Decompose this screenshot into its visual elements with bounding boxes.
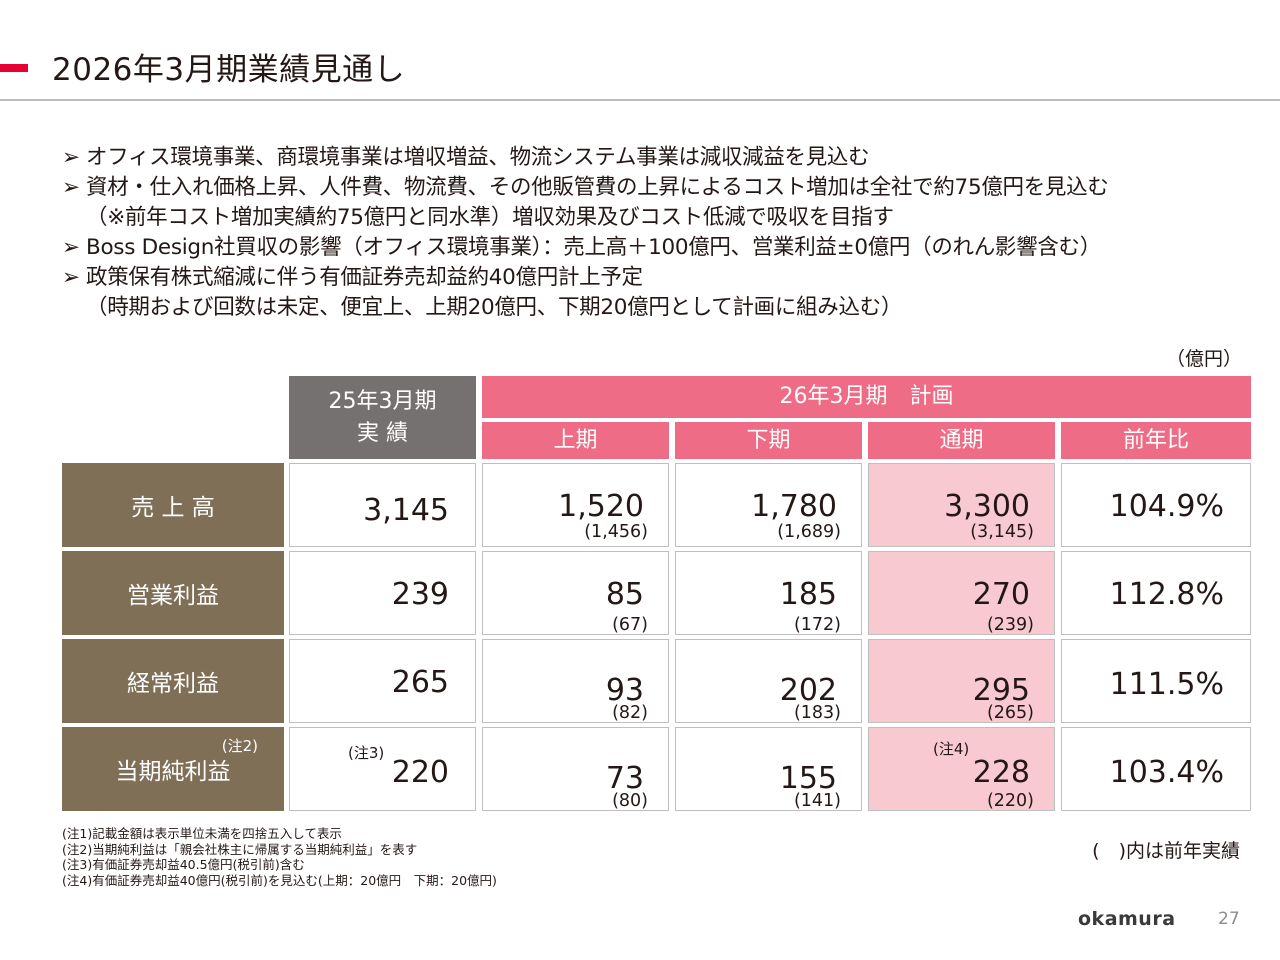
- prev-year-h1: (82): [612, 703, 648, 723]
- footnote-marker: (注3): [348, 744, 385, 762]
- cell-h2-net-income: 155 (141): [675, 727, 862, 811]
- footnote: (注3)有価証券売却益40.5億円(税引前)含む: [62, 857, 305, 872]
- value-yoy: 111.5%: [1109, 667, 1224, 702]
- page-title: 2026年3月期業績見通し: [52, 52, 406, 88]
- footnotes: (注1)記載金額は表示単位未満を四捨五入して表示 (注2)当期純利益は「親会社株…: [62, 826, 497, 888]
- cell-full-net-income: (注4) 228 (220): [868, 727, 1055, 811]
- value-h1: 73: [605, 761, 644, 796]
- header-h2: 下期: [675, 422, 862, 459]
- cell-actual-sales: 3,145: [289, 463, 476, 547]
- value-full: 295: [972, 673, 1030, 708]
- prev-year-full: (3,145): [970, 522, 1034, 542]
- prev-year-full: (265): [986, 703, 1034, 723]
- row-label-text: 経常利益: [127, 671, 219, 697]
- row-label-ordinary-profit: 経常利益: [62, 639, 284, 723]
- prev-year-h1: (80): [612, 791, 648, 811]
- value-actual: 239: [391, 577, 449, 612]
- row-label-text: 営業利益: [127, 583, 219, 609]
- value-yoy: 112.8%: [1109, 577, 1224, 612]
- bullet-arrow-icon: ➢: [62, 265, 80, 290]
- unit-label: （億円）: [1165, 348, 1242, 370]
- cell-h1-sales: 1,520 (1,456): [482, 463, 669, 547]
- footnote: (注2)当期純利益は「親会社株主に帰属する当期純利益」を表す: [62, 841, 418, 857]
- value-h2: 185: [779, 577, 837, 612]
- value-h1: 93: [605, 673, 644, 708]
- bullet-arrow-icon: ➢: [62, 145, 80, 170]
- cell-h1-operating-profit: 85 (67): [482, 551, 669, 635]
- value-full: 270: [972, 577, 1030, 612]
- prev-year-full: (239): [986, 615, 1034, 635]
- cell-yoy-operating-profit: 112.8%: [1061, 551, 1251, 635]
- footnote-marker: (注4): [933, 740, 970, 758]
- bullet-item: ➢ 政策保有株式縮減に伴う有価証券売却益約40億円計上予定: [62, 263, 643, 293]
- prev-year-full: (220): [986, 791, 1034, 811]
- cell-h1-ordinary-profit: 93 (82): [482, 639, 669, 723]
- title-accent-bar: [0, 64, 28, 72]
- bullet-text: （※前年コスト増加実績約75億円と同水準）増収効果及びコスト低減で吸収を目指す: [86, 205, 894, 230]
- page-number: 27: [1218, 909, 1240, 929]
- value-actual: 265: [391, 665, 449, 700]
- bullet-arrow-icon: ➢: [62, 235, 80, 260]
- bullet-item: ➢ オフィス環境事業、商環境事業は増収増益、物流システム事業は減収減益を見込む: [62, 143, 870, 173]
- value-actual: 220: [391, 755, 449, 790]
- value-yoy: 104.9%: [1109, 489, 1224, 524]
- cell-actual-operating-profit: 239: [289, 551, 476, 635]
- value-actual: 3,145: [363, 493, 449, 528]
- cell-yoy-sales: 104.9%: [1061, 463, 1251, 547]
- cell-h2-sales: 1,780 (1,689): [675, 463, 862, 547]
- cell-full-ordinary-profit: 295 (265): [868, 639, 1055, 723]
- prev-year-h2: (141): [793, 791, 841, 811]
- prev-year-h2: (183): [793, 703, 841, 723]
- prev-year-h2: (172): [793, 615, 841, 635]
- row-label-sales: 売 上 高: [62, 463, 284, 547]
- bullet-text: 政策保有株式縮減に伴う有価証券売却益約40億円計上予定: [86, 265, 643, 290]
- cell-full-operating-profit: 270 (239): [868, 551, 1055, 635]
- bullet-text: 資材・仕入れ価格上昇、人件費、物流費、その他販管費の上昇によるコスト増加は全社で…: [86, 175, 1109, 200]
- header-actual-line2: 実 績: [357, 421, 408, 446]
- cell-yoy-net-income: 103.4%: [1061, 727, 1251, 811]
- prior-year-legend: ( )内は前年実績: [1092, 840, 1240, 862]
- cell-yoy-ordinary-profit: 111.5%: [1061, 639, 1251, 723]
- value-full: 3,300: [944, 489, 1030, 524]
- value-h2: 202: [779, 673, 837, 708]
- cell-h1-net-income: 73 (80): [482, 727, 669, 811]
- cell-h2-ordinary-profit: 202 (183): [675, 639, 862, 723]
- prev-year-h1: (1,456): [584, 522, 648, 542]
- row-label-text: 売 上 高: [131, 495, 215, 521]
- cell-actual-net-income: (注3) 220: [289, 727, 476, 811]
- header-full-year: 通期: [868, 422, 1055, 459]
- bullet-item: （※前年コスト増加実績約75億円と同水準）増収効果及びコスト低減で吸収を目指す: [62, 203, 894, 233]
- value-h1: 85: [605, 577, 644, 612]
- value-h2: 155: [779, 761, 837, 796]
- header-yoy: 前年比: [1061, 422, 1251, 459]
- bullet-item: ➢ Boss Design社買収の影響（オフィス環境事業）：売上高＋100億円、営…: [62, 233, 1101, 263]
- cell-full-sales: 3,300 (3,145): [868, 463, 1055, 547]
- value-yoy: 103.4%: [1109, 755, 1224, 790]
- bullet-arrow-icon: ➢: [62, 175, 80, 200]
- prev-year-h1: (67): [612, 615, 648, 635]
- header-actual-line1: 25年3月期: [328, 389, 437, 414]
- header-plan: 26年3月期 計画: [482, 376, 1251, 418]
- row-label-text: 当期純利益: [115, 759, 231, 785]
- title-divider: [0, 99, 1280, 101]
- footnote-marker: (注2): [221, 737, 258, 755]
- bullet-text: オフィス環境事業、商環境事業は増収増益、物流システム事業は減収減益を見込む: [86, 145, 870, 170]
- row-label-operating-profit: 営業利益: [62, 551, 284, 635]
- okamura-logo: okamura: [1078, 908, 1176, 930]
- cell-actual-ordinary-profit: 265: [289, 639, 476, 723]
- footnote: (注4)有価証券売却益40億円(税引前)を見込む(上期：20億円 下期：20億円…: [62, 872, 497, 888]
- cell-h2-operating-profit: 185 (172): [675, 551, 862, 635]
- value-h1: 1,520: [558, 489, 644, 524]
- bullet-text: （時期および回数は未定、便宜上、上期20億円、下期20億円として計画に組み込む）: [86, 295, 903, 320]
- header-h1: 上期: [482, 422, 669, 459]
- value-h2: 1,780: [751, 489, 837, 524]
- bullet-item: ➢ 資材・仕入れ価格上昇、人件費、物流費、その他販管費の上昇によるコスト増加は全社…: [62, 173, 1109, 203]
- value-full: 228: [972, 755, 1030, 790]
- row-label-net-income: (注2) 当期純利益: [62, 727, 284, 811]
- header-actual: 25年3月期 実 績: [289, 376, 476, 459]
- bullet-text: Boss Design社買収の影響（オフィス環境事業）：売上高＋100億円、営業…: [86, 235, 1101, 260]
- bullet-item: （時期および回数は未定、便宜上、上期20億円、下期20億円として計画に組み込む）: [62, 293, 902, 323]
- footnote: (注1)記載金額は表示単位未満を四捨五入して表示: [62, 826, 342, 841]
- prev-year-h2: (1,689): [777, 522, 841, 542]
